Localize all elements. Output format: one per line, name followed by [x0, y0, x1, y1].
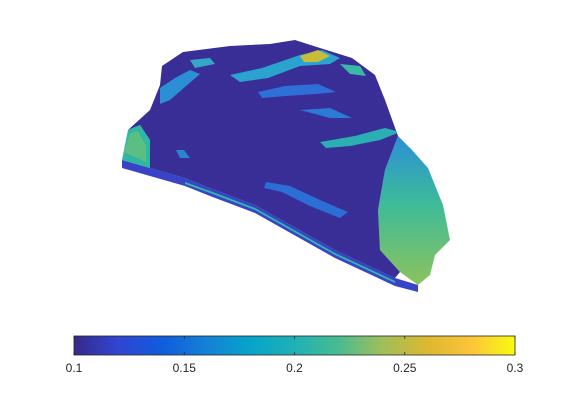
colorbar-tick-label: 0.25: [393, 361, 417, 375]
streak-left-diagonal: [160, 70, 200, 104]
streak-mid-1: [258, 84, 336, 98]
east-wall: [378, 136, 450, 285]
west-wall-inner: [124, 131, 146, 162]
streak-south-1: [264, 182, 348, 218]
colorbar-gradient: [74, 336, 515, 355]
ridge-streak-right: [340, 64, 366, 76]
streak-east-1: [320, 128, 400, 148]
streak-mid-2: [300, 108, 352, 118]
colorbar-ticks: 0.1 0.15 0.2 0.25 0.3: [66, 336, 524, 375]
colorbar-tick-label: 0.15: [173, 361, 197, 375]
south-wall-stripe: [185, 182, 395, 283]
colorbar-tick-label: 0.2: [286, 361, 303, 375]
streak-south-2: [176, 150, 190, 158]
colorbar-tick-label: 0.1: [66, 361, 83, 375]
top-surface-cells: [128, 40, 400, 278]
ridge-hotspot: [300, 50, 330, 62]
colorbar-tick-label: 0.3: [507, 361, 524, 375]
reservoir-model: [122, 40, 450, 292]
colorbar: 0.1 0.15 0.2 0.25 0.3: [66, 335, 524, 375]
streak-left-diagonal-2: [190, 58, 215, 68]
